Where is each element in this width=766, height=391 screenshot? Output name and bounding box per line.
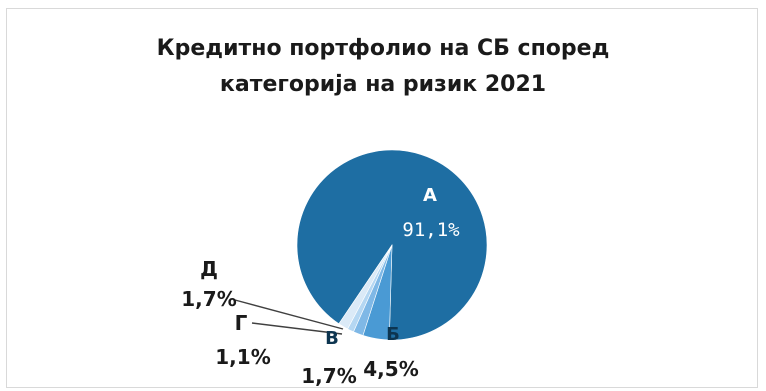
pie-chart: Кредитно портфолио на СБ според категори… [157,36,610,388]
leader-line-d [234,299,344,330]
label-name-d: Д [200,257,218,281]
label-value-g: 1,1% [215,345,270,369]
label-name-b: Б [386,324,400,345]
leader-lines [234,299,344,335]
label-name-a: А [423,185,437,206]
label-value-a: 91,1% [402,219,460,241]
slice-labels: А91,1%Б4,5%В1,7%Г1,1%Д1,7% [181,185,460,388]
label-value-b: 4,5% [363,357,418,381]
label-name-v: В [325,328,339,349]
label-value-d: 1,7% [181,287,236,311]
label-value-v: 1,7% [301,364,356,388]
chart-title-line-1: Кредитно портфолио на СБ според [157,36,610,61]
chart-frame: Кредитно портфолио на СБ според категори… [6,8,758,388]
pie-slices [296,149,488,341]
chart-title-line-2: категорија на ризик 2021 [220,72,546,97]
label-name-g: Г [235,311,248,335]
pie-slice-5 [338,244,393,330]
leader-line-g [251,322,343,335]
